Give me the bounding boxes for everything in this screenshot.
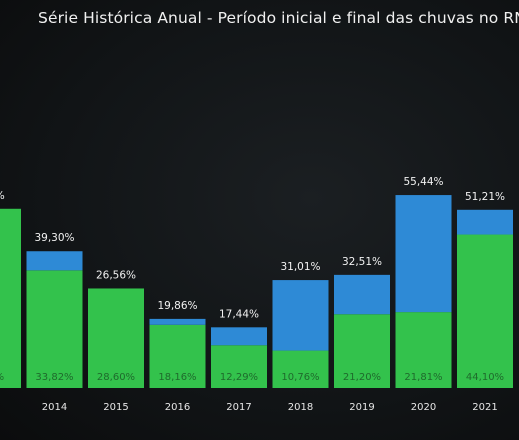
x-tick-label-2019: 2019 xyxy=(349,402,374,413)
bottom-label-2013: 30% xyxy=(0,372,4,383)
bar-segment-initial-2018 xyxy=(272,350,329,388)
bottom-label-2018: 10,76% xyxy=(281,372,319,383)
total-label-2017: 17,44% xyxy=(219,308,259,320)
x-tick-label-2016: 2016 xyxy=(165,402,190,413)
bar-segment-final-2017 xyxy=(211,327,267,346)
bottom-label-2016: 18,16% xyxy=(158,372,196,383)
total-label-2020: 55,44% xyxy=(403,176,443,188)
bar-segment-initial-2020 xyxy=(395,312,452,388)
x-tick-label-2014: 2014 xyxy=(42,402,67,413)
x-tick-label-2017: 2017 xyxy=(226,402,251,413)
bar-segment-initial-2014 xyxy=(26,270,83,388)
x-tick-label-2018: 2018 xyxy=(288,402,313,413)
bar-segment-final-2019 xyxy=(334,274,390,315)
bar-segment-initial-2019 xyxy=(334,314,390,388)
bottom-label-2014: 33,82% xyxy=(35,372,73,383)
total-label-2019: 32,51% xyxy=(342,256,382,268)
x-tick-label-2020: 2020 xyxy=(411,402,436,413)
total-label-2014: 39,30% xyxy=(34,232,74,244)
bar-segment-final-2020 xyxy=(395,195,452,313)
total-label-2016: 19,86% xyxy=(157,300,197,312)
bar-segment-final-2021 xyxy=(457,209,513,235)
bar-segment-final-2016 xyxy=(149,318,206,325)
bottom-label-2017: 12,29% xyxy=(220,372,258,383)
bottom-label-2019: 21,20% xyxy=(343,372,381,383)
total-label-2013: 29% xyxy=(0,190,5,202)
bar-segment-initial-2013 xyxy=(0,208,21,388)
x-tick-label-2021: 2021 xyxy=(472,402,497,413)
total-label-2015: 26,56% xyxy=(96,269,136,281)
bottom-label-2020: 21,81% xyxy=(404,372,442,383)
bar-segment-final-2018 xyxy=(272,280,329,351)
bottom-label-2021: 44,10% xyxy=(466,372,504,383)
bar-segment-initial-2015 xyxy=(88,288,144,388)
x-tick-label-2015: 2015 xyxy=(103,402,128,413)
bar-segment-initial-2016 xyxy=(149,324,206,388)
bar-segment-initial-2021 xyxy=(457,234,513,388)
bottom-label-2015: 28,60% xyxy=(97,372,135,383)
bar-segment-initial-2017 xyxy=(211,345,267,388)
bar-segment-final-2014 xyxy=(26,251,83,271)
total-label-2018: 31,01% xyxy=(280,261,320,273)
chart-title: Série Histórica Anual - Período inicial … xyxy=(38,9,519,27)
total-label-2021: 51,21% xyxy=(465,191,505,203)
